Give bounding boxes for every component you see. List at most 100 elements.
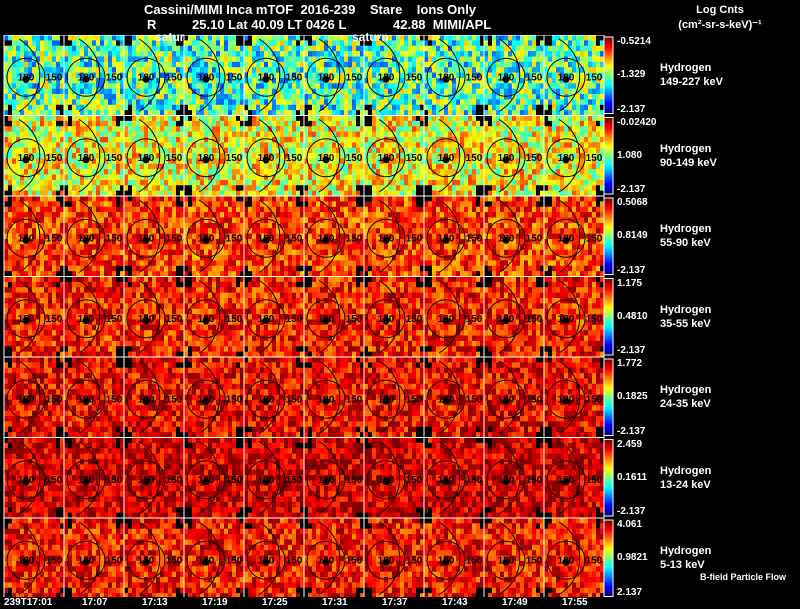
- heatmap-cell: [324, 56, 329, 63]
- heatmap-cell: [460, 77, 465, 84]
- heatmap-cell: [276, 56, 281, 63]
- heatmap-cell: [48, 40, 53, 47]
- heatmap-cell: [224, 45, 229, 52]
- heatmap-cell: [256, 94, 261, 100]
- heatmap-cell: [512, 104, 517, 111]
- heatmap-cell: [484, 94, 489, 100]
- heatmap-cell: [280, 88, 285, 95]
- heatmap-cell: [352, 163, 357, 170]
- heatmap-cell: [352, 131, 357, 138]
- heatmap-cell: [264, 110, 269, 116]
- heatmap-cell: [256, 51, 261, 57]
- heatmap-cell: [100, 40, 105, 47]
- heatmap-cell: [544, 142, 549, 149]
- heatmap-cell: [320, 179, 325, 186]
- heatmap-cell: [148, 115, 153, 122]
- heatmap-cell: [212, 120, 217, 127]
- heatmap-cell: [420, 88, 425, 95]
- heatmap-cell: [132, 104, 137, 111]
- heatmap-cell: [436, 88, 441, 95]
- heatmap-cell: [588, 163, 593, 170]
- heatmap-cell: [516, 99, 521, 106]
- heatmap-cell: [552, 99, 557, 106]
- heatmap-cell: [292, 61, 297, 68]
- heatmap-cell: [56, 244, 61, 251]
- heatmap-cell: [68, 51, 73, 57]
- heatmap-cell: [212, 163, 217, 170]
- heatmap-cell: [44, 163, 49, 170]
- heatmap-cell: [280, 136, 285, 143]
- heatmap-cell: [476, 136, 481, 143]
- heatmap-cell: [368, 88, 373, 95]
- heatmap-cell: [168, 77, 173, 84]
- heatmap-cell: [28, 120, 33, 127]
- heatmap-cell: [368, 131, 373, 138]
- heatmap-cell: [596, 185, 601, 192]
- heatmap-cell: [576, 45, 581, 52]
- heatmap-cell: [324, 110, 329, 116]
- heatmap-cell: [516, 94, 521, 100]
- heatmap-cell: [512, 120, 517, 127]
- heatmap-cell: [536, 99, 541, 106]
- heatmap-cell: [112, 126, 117, 133]
- image-panel: 180 150: [183, 35, 245, 116]
- heatmap-cell: [288, 163, 293, 170]
- heatmap-cell: [116, 136, 121, 143]
- heatmap-cell: [532, 104, 537, 111]
- heatmap-cell: [312, 94, 317, 100]
- heatmap-cell: [268, 61, 273, 68]
- heatmap-cell: [316, 99, 321, 106]
- heatmap-cell: [32, 201, 37, 208]
- heatmap-cell: [76, 142, 81, 149]
- heatmap-cell: [372, 56, 377, 63]
- heatmap-cell: [424, 120, 429, 127]
- heatmap-cell: [316, 126, 321, 133]
- heatmap-cell: [60, 104, 65, 111]
- heatmap-cell: [192, 77, 197, 84]
- heatmap-cell: [416, 67, 421, 74]
- heatmap-cell: [120, 56, 125, 63]
- heatmap-cell: [408, 88, 413, 95]
- heatmap-cell: [56, 72, 61, 79]
- heatmap-cell: [56, 110, 61, 116]
- heatmap-cell: [236, 88, 241, 95]
- heatmap-cell: [320, 61, 325, 68]
- heatmap-cell: [552, 77, 557, 84]
- heatmap-cell: [552, 115, 557, 122]
- heatmap-cell: [492, 35, 497, 41]
- heatmap-cell: [496, 61, 501, 68]
- heatmap-cell: [112, 174, 117, 181]
- heatmap-cell: [444, 126, 449, 133]
- heatmap-cell: [552, 158, 557, 165]
- heatmap-cell: [20, 206, 25, 213]
- heatmap-cell: [244, 174, 249, 181]
- heatmap-cell: [396, 72, 401, 79]
- heatmap-cell: [280, 94, 285, 100]
- heatmap-cell: [396, 67, 401, 74]
- heatmap-cell: [436, 51, 441, 57]
- heatmap-cell: [324, 88, 329, 95]
- heatmap-cell: [228, 94, 233, 100]
- heatmap-cell: [148, 61, 153, 68]
- heatmap-cell: [140, 61, 145, 68]
- heatmap-cell: [524, 99, 529, 106]
- heatmap-cell: [48, 99, 53, 106]
- ring-180: [126, 57, 166, 97]
- image-panel: 180 150: [303, 115, 365, 197]
- heatmap-cell: [64, 179, 69, 186]
- heatmap-cell: [8, 233, 13, 240]
- heatmap-cell: [524, 35, 529, 41]
- heatmap-cell: [212, 104, 217, 111]
- heatmap-cell: [20, 45, 25, 52]
- heatmap-cell: [348, 51, 353, 57]
- heatmap-cell: [56, 104, 61, 111]
- heatmap-cell: [264, 40, 269, 47]
- heatmap-cell: [468, 174, 473, 181]
- heatmap-cell: [116, 51, 121, 57]
- heatmap-cell: [284, 174, 289, 181]
- heatmap-cell: [132, 51, 137, 57]
- heatmap-cell: [488, 77, 493, 84]
- heatmap-cell: [292, 169, 297, 176]
- heatmap-cell: [248, 158, 253, 165]
- heatmap-cell: [528, 115, 533, 122]
